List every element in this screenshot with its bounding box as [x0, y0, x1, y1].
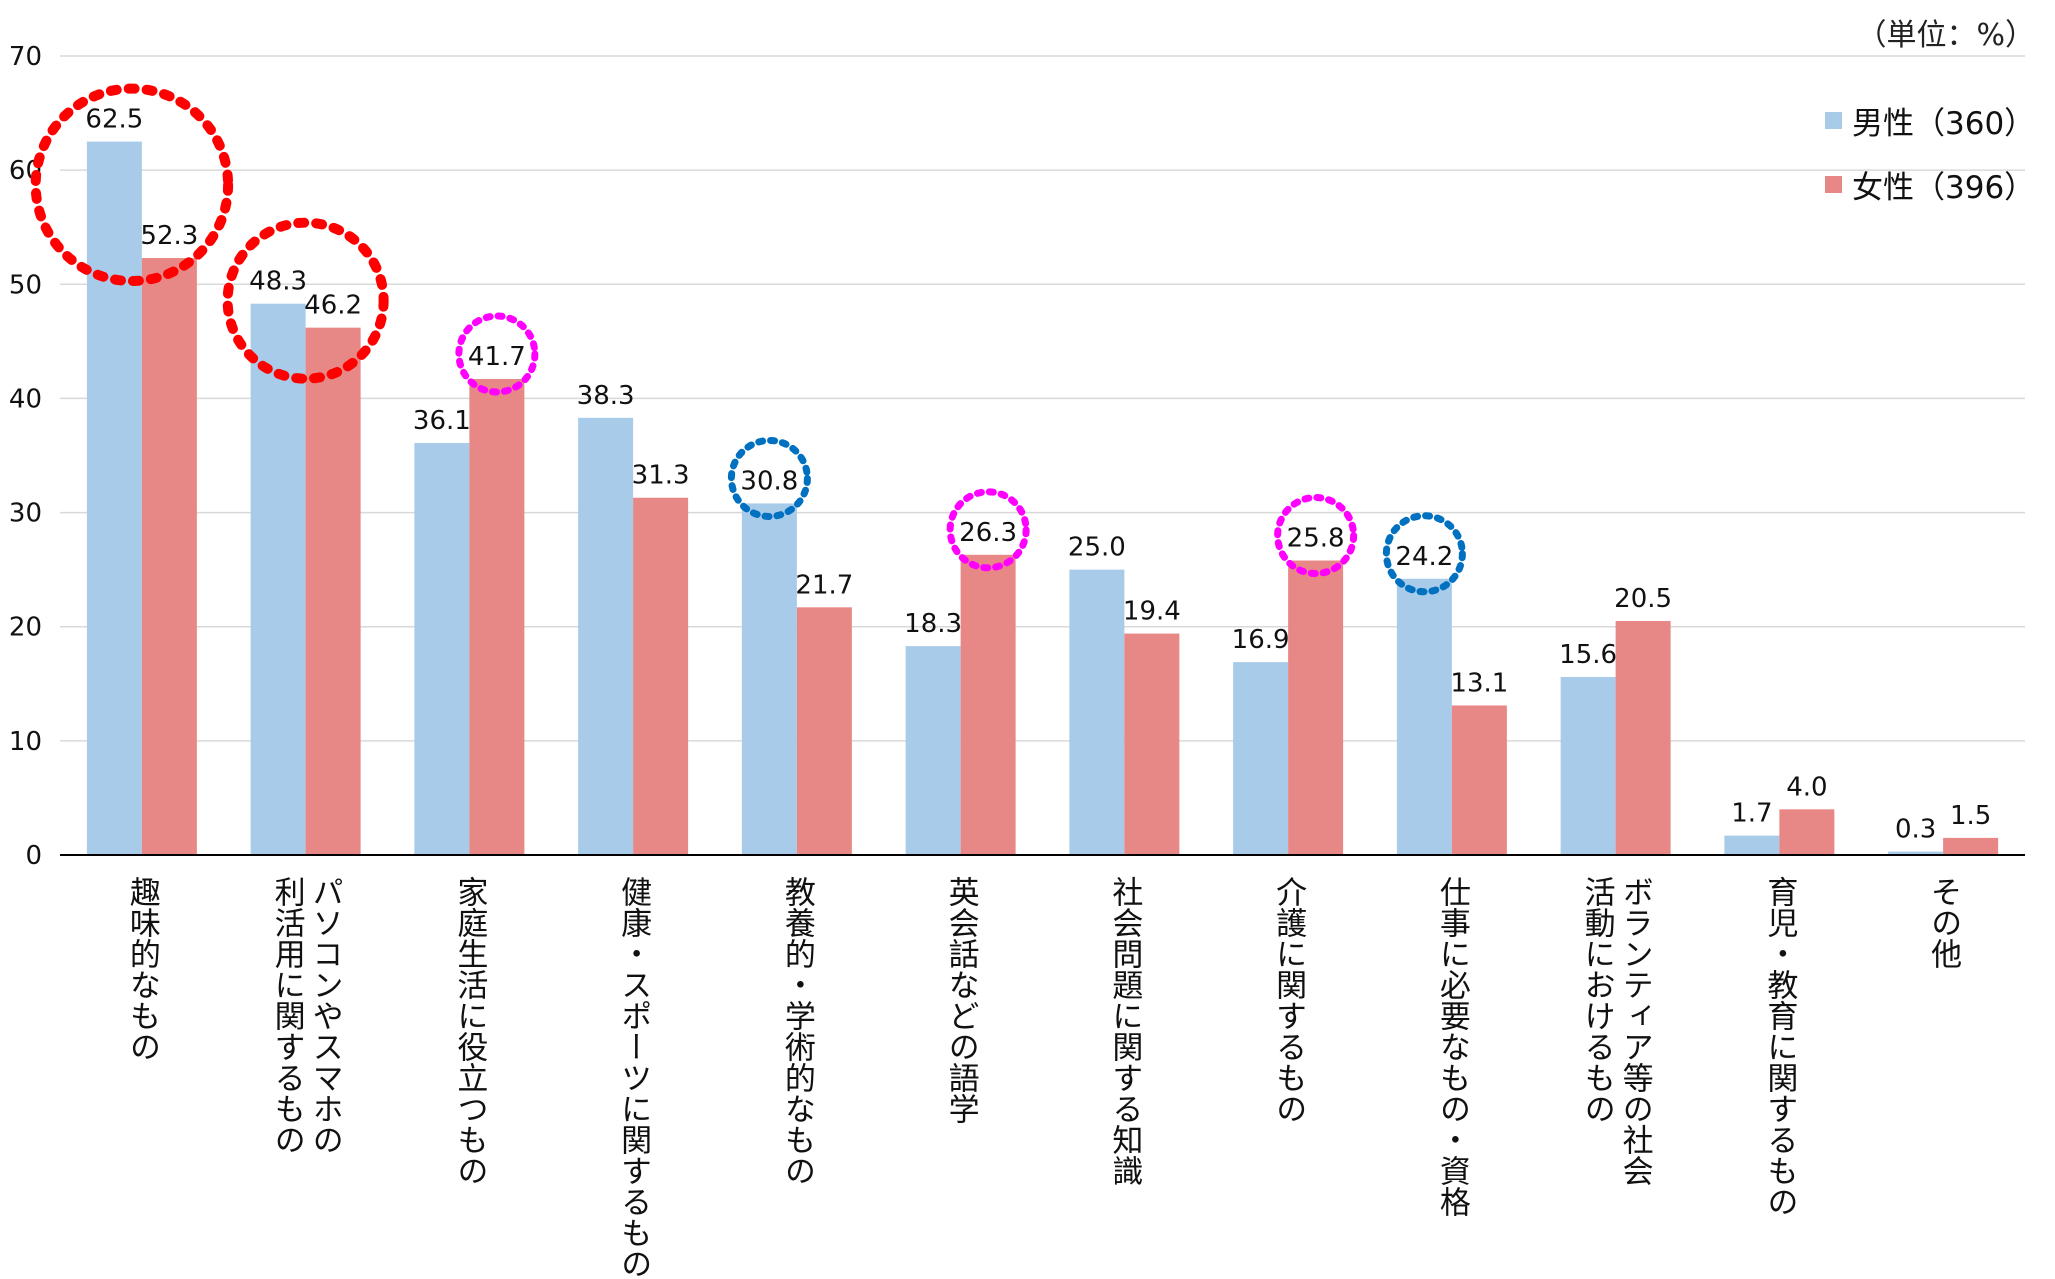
bar-female: [305, 327, 361, 855]
y-tick-label: 10: [9, 727, 42, 757]
highlight-circle-red: [30, 83, 234, 287]
data-label-male: 36.1: [413, 406, 471, 436]
data-label-female: 20.5: [1614, 584, 1672, 614]
data-label-male: 1.7: [1731, 799, 1772, 829]
bar-male: [578, 417, 634, 855]
bar-male: [1396, 578, 1452, 855]
data-label-male: 16.9: [1232, 625, 1290, 655]
bar-male: [1560, 676, 1616, 855]
bar-male: [86, 141, 142, 855]
bar-male: [1069, 569, 1125, 855]
bar-male: [414, 442, 470, 855]
legend-label-female: 女性（396）: [1852, 169, 2036, 206]
bar-female: [633, 497, 689, 855]
legend-item-male: 男性（360）: [1825, 88, 2035, 152]
y-tick-label: 0: [25, 841, 42, 871]
x-category-label: 家庭生活に役立つもの: [451, 876, 488, 1186]
x-category-label: 育児・教育に関するもの: [1761, 876, 1798, 1217]
y-tick-label: 30: [9, 499, 42, 529]
data-label-female: 19.4: [1123, 597, 1181, 627]
bar-male: [1724, 835, 1780, 855]
bar-female: [796, 607, 852, 855]
data-label-female: 21.7: [795, 570, 853, 600]
x-category-label: その他: [1925, 876, 1962, 969]
data-label-male: 48.3: [249, 267, 307, 297]
x-category-label: 仕事に必要なもの・資格: [1433, 876, 1470, 1217]
x-category-label: 介護に関するもの: [1270, 876, 1307, 1124]
data-label-female: 46.2: [304, 291, 362, 321]
bar-female: [1779, 809, 1835, 855]
y-tick-label: 40: [9, 384, 42, 414]
data-label-female: 31.3: [632, 461, 690, 491]
x-category-label: パソコンやスマホの 利活用に関するもの: [268, 876, 343, 1155]
data-label-male: 25.0: [1068, 533, 1126, 563]
highlight-circle-blue: [1382, 512, 1466, 596]
data-label-male: 0.3: [1895, 815, 1936, 845]
y-tick-label: 50: [9, 270, 42, 300]
legend: 男性（360） 女性（396）: [1825, 88, 2035, 216]
bar-male: [250, 303, 306, 855]
x-category-label: 英会話などの語学: [942, 876, 979, 1124]
bar-female: [141, 258, 197, 856]
data-label-male: 18.3: [904, 609, 962, 639]
data-label-female: 4.0: [1786, 772, 1827, 802]
data-label-female: 52.3: [140, 221, 198, 251]
bar-female: [1943, 837, 1999, 855]
bar-male: [1233, 662, 1289, 855]
legend-item-female: 女性（396）: [1825, 152, 2035, 216]
bar-female: [1615, 621, 1671, 855]
y-tick-label: 70: [9, 42, 42, 72]
highlight-circle-magenta: [946, 488, 1030, 572]
bar-male: [905, 646, 961, 855]
x-category-label: 社会問題に関する知識: [1106, 876, 1143, 1186]
bar-female: [1288, 560, 1344, 855]
data-label-female: 25.8: [1287, 524, 1345, 554]
data-label-male: 30.8: [740, 466, 798, 496]
bar-male: [1888, 851, 1944, 855]
bar-female: [1451, 705, 1507, 855]
highlight-circle-magenta: [455, 312, 539, 396]
data-label-male: 24.2: [1395, 542, 1453, 572]
bar-female: [960, 554, 1016, 855]
highlight-circle-blue: [727, 436, 811, 520]
x-category-label: 健康・スポーツに関するもの: [615, 876, 652, 1279]
x-category-label: 教養的・学術的なもの: [778, 876, 815, 1186]
bar-male: [741, 503, 797, 855]
y-tick-label: 20: [9, 613, 42, 643]
legend-swatch-male: [1825, 111, 1842, 129]
legend-label-male: 男性（360）: [1852, 105, 2036, 142]
highlight-circle-magenta: [1274, 494, 1358, 578]
highlight-circle-red: [222, 217, 389, 384]
data-label-male: 15.6: [1559, 640, 1617, 670]
data-label-female: 1.5: [1950, 801, 1991, 831]
x-category-label: ボランティア等の社会 活動におけるもの: [1578, 876, 1653, 1186]
data-label-male: 38.3: [577, 381, 635, 411]
unit-note: （単位：%）: [1856, 18, 2035, 53]
data-label-female: 26.3: [959, 518, 1017, 548]
data-label-female: 13.1: [1450, 668, 1508, 698]
data-label-female: 41.7: [468, 342, 526, 372]
x-category-label: 趣味的なもの: [123, 876, 160, 1062]
bar-female: [1124, 633, 1180, 855]
data-label-male: 62.5: [85, 105, 143, 135]
bar-female: [469, 379, 525, 855]
legend-swatch-female: [1825, 175, 1842, 193]
